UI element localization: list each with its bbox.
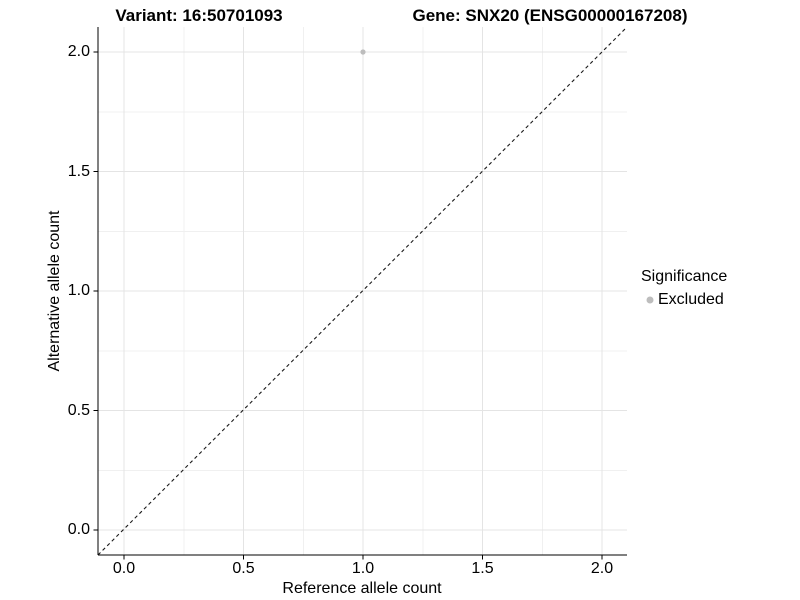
x-tick-label: 2.0 <box>590 560 614 577</box>
y-tick-label: 1.5 <box>67 162 90 180</box>
y-tick-label: 2.0 <box>67 43 90 60</box>
y-tick-label: 1.0 <box>67 282 90 299</box>
x-axis-title: Reference allele count <box>282 580 442 597</box>
x-tick-label: 0.0 <box>112 560 136 577</box>
legend-key-dot-icon <box>646 296 653 304</box>
legend-key <box>641 291 658 309</box>
identity-line <box>97 26 628 556</box>
legend-item-label: Excluded <box>658 291 724 309</box>
y-axis-title: Alternative allele count <box>46 210 63 372</box>
y-tick-label: 0.5 <box>67 401 90 419</box>
data-point <box>360 49 366 55</box>
legend-items: Excluded <box>641 290 727 309</box>
x-tick-label: 1.5 <box>471 560 494 577</box>
legend-title: Significance <box>641 268 728 285</box>
plot-title-gene: Gene: SNX20 (ENSG00000167208) <box>412 6 688 25</box>
x-tick-label: 0.5 <box>232 560 255 577</box>
y-tick-label: 0.0 <box>67 521 90 538</box>
x-tick-label: 1.0 <box>351 560 375 577</box>
legend: Significance Excluded <box>641 267 727 309</box>
legend-item: Excluded <box>641 290 727 309</box>
plot-title-variant: Variant: 16:50701093 <box>115 6 283 25</box>
